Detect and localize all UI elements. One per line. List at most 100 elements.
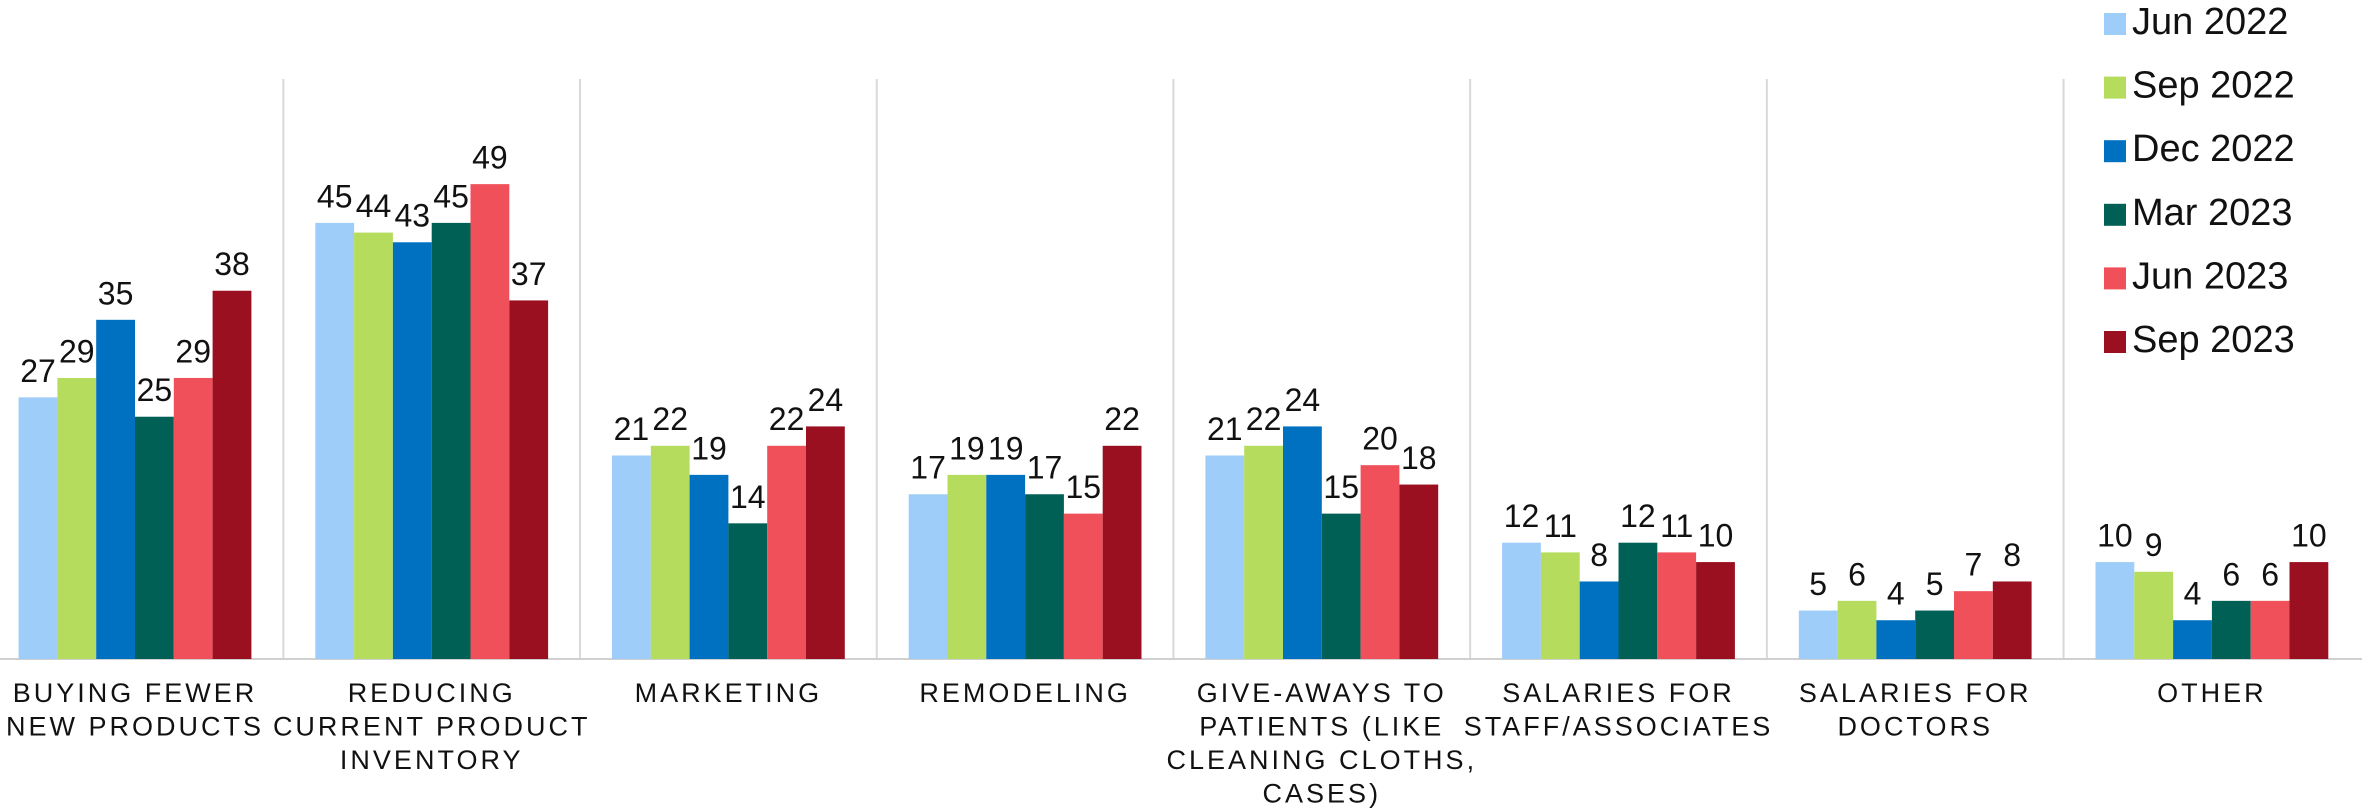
data-label: 18: [1401, 440, 1437, 476]
data-label: 8: [1590, 537, 1608, 573]
bar: [2211, 600, 2251, 659]
x-tick-label: OTHER: [2157, 678, 2267, 708]
legend-label: Dec 2022: [2132, 128, 2295, 170]
data-label: 12: [1504, 498, 1540, 534]
bar: [135, 416, 174, 659]
data-label: 20: [1362, 421, 1398, 457]
bar: [1399, 484, 1439, 659]
bar: [908, 494, 948, 659]
bar: [612, 455, 651, 659]
bar: [2173, 620, 2212, 659]
bar: [1954, 591, 1993, 659]
x-tick-label: DOCTORS: [1837, 712, 1993, 742]
bar: [1283, 426, 1322, 659]
bar: [767, 445, 806, 659]
legend-swatch: [2104, 76, 2126, 99]
data-label: 5: [1926, 566, 1944, 602]
bar: [1025, 494, 1064, 659]
data-label: 29: [175, 333, 211, 369]
data-label: 44: [356, 188, 392, 224]
data-label: 25: [137, 372, 173, 408]
bar: [1915, 610, 1954, 659]
data-label: 21: [614, 411, 650, 447]
bar: [2134, 571, 2174, 659]
bar: [1837, 600, 1877, 659]
data-label: 8: [2003, 537, 2021, 573]
data-label: 22: [1104, 401, 1140, 437]
bar: [1102, 445, 1142, 659]
data-label: 10: [2097, 518, 2133, 554]
legend-swatch: [2104, 203, 2126, 226]
bar: [173, 377, 213, 659]
data-label: 19: [949, 430, 985, 466]
data-label: 15: [1066, 469, 1102, 505]
legend-swatch: [2104, 267, 2126, 290]
bar: [1696, 562, 1735, 659]
data-label: 19: [691, 430, 727, 466]
data-label: 35: [98, 275, 134, 311]
data-label: 17: [910, 450, 946, 486]
x-tick-label: NEW PRODUCTS: [6, 712, 264, 742]
bar: [1321, 513, 1361, 659]
legend-swatch: [2104, 140, 2126, 163]
data-label: 45: [433, 178, 469, 214]
data-label: 11: [1544, 508, 1577, 544]
data-label: 45: [317, 178, 353, 214]
bar: [96, 319, 135, 659]
x-tick-label: STAFF/ASSOCIATES: [1464, 712, 1774, 742]
x-tick-label: MARKETING: [635, 678, 823, 708]
x-tick-label: SALARIES FOR: [1502, 678, 1735, 708]
bar: [1244, 445, 1283, 659]
data-label: 24: [808, 382, 844, 418]
bar: [431, 222, 471, 659]
x-tick-label: CURRENT PRODUCT: [273, 712, 591, 742]
data-label: 9: [2145, 527, 2163, 563]
bar: [315, 222, 355, 659]
bar: [57, 377, 97, 659]
x-tick-label: SALARIES FOR: [1799, 678, 2032, 708]
data-label: 38: [214, 246, 250, 282]
bar: [1540, 552, 1580, 659]
legend-label: Sep 2023: [2132, 319, 2295, 361]
bar: [212, 290, 252, 659]
bar: [18, 397, 58, 659]
data-label: 4: [2184, 576, 2202, 612]
bar: [1502, 542, 1541, 659]
bar: [806, 426, 845, 659]
bar: [2095, 562, 2135, 659]
legend-label: Mar 2023: [2132, 192, 2293, 234]
bar: [1063, 513, 1103, 659]
x-tick-label: INVENTORY: [340, 745, 524, 775]
data-label: 22: [769, 401, 805, 437]
data-label: 5: [1809, 566, 1827, 602]
bar: [470, 184, 510, 659]
data-label: 22: [652, 401, 688, 437]
bar: [1205, 455, 1245, 659]
bar: [947, 474, 987, 659]
data-label: 29: [59, 333, 95, 369]
legend-swatch: [2104, 331, 2126, 353]
data-label: 6: [2222, 556, 2240, 592]
bar: [509, 300, 549, 659]
bar: [1657, 552, 1697, 659]
bar: [986, 474, 1026, 659]
bar: [2289, 562, 2329, 659]
data-label: 12: [1620, 498, 1656, 534]
bar: [1579, 581, 1619, 659]
bar: [689, 474, 729, 659]
data-label: 27: [20, 353, 56, 389]
data-label: 37: [511, 256, 547, 292]
bar: [1992, 581, 2032, 659]
data-label: 11: [1660, 508, 1693, 544]
bar: [1876, 620, 1916, 659]
data-label: 6: [2261, 556, 2279, 592]
bar: [354, 232, 393, 659]
x-tick-label: REMODELING: [919, 678, 1131, 708]
data-label: 10: [2291, 518, 2327, 554]
bar: [1618, 542, 1658, 659]
data-label: 17: [1027, 450, 1063, 486]
x-tick-label: REDUCING: [348, 678, 516, 708]
bar: [392, 242, 432, 659]
